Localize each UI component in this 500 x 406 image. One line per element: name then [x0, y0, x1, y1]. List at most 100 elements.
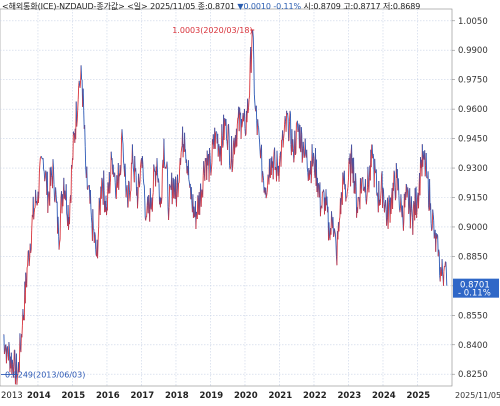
price-segment — [133, 168, 134, 173]
price-segment — [293, 139, 294, 148]
low-value: 0.8689 — [393, 2, 420, 11]
price-segment — [72, 158, 73, 168]
price-segment — [294, 156, 295, 163]
price-segment — [7, 346, 8, 354]
price-segment — [123, 139, 124, 144]
price-segment — [307, 150, 308, 168]
price-segment — [314, 158, 315, 172]
price-segment — [194, 207, 195, 217]
price-segment — [220, 146, 221, 148]
price-segment — [52, 175, 53, 177]
price-segment — [4, 335, 5, 355]
price-segment — [204, 161, 205, 173]
price-segment — [301, 127, 302, 135]
price-segment — [408, 187, 409, 191]
price-segment — [58, 217, 59, 237]
x-tick-label: 2014 — [27, 391, 51, 401]
price-segment — [419, 191, 420, 208]
price-segment — [91, 208, 92, 217]
y-tick-label: 0.9000 — [458, 223, 488, 233]
change-value: ▼0.0010 — [237, 2, 270, 11]
price-segment — [399, 195, 400, 208]
price-segment — [39, 172, 40, 195]
price-segment — [339, 220, 340, 231]
price-segment — [216, 131, 217, 132]
price-segment — [281, 140, 282, 167]
price-segment — [312, 144, 313, 166]
price-segment — [347, 191, 348, 197]
price-segment — [127, 185, 128, 207]
price-segment — [20, 333, 21, 349]
price-segment — [381, 191, 382, 199]
price-segment — [232, 169, 233, 172]
price-segment — [211, 163, 212, 170]
price-segment — [248, 107, 249, 113]
price-segment — [362, 178, 363, 179]
max-annotation: 1.0003(2020/03/18) — [172, 26, 252, 35]
current-change-label: - 0.11% — [458, 289, 491, 299]
price-segment — [320, 207, 321, 216]
price-segment — [356, 173, 357, 186]
price-segment — [115, 183, 116, 198]
price-segment — [98, 238, 99, 258]
x-tick-label: 2013 — [1, 391, 23, 401]
x-tick-label: 2015 — [61, 391, 85, 401]
x-tick-label: 2018 — [165, 391, 189, 401]
price-segment — [386, 200, 387, 209]
price-segment — [117, 181, 118, 188]
price-segment — [147, 205, 148, 217]
x-tick-label: 2024 — [372, 391, 396, 401]
price-segment — [108, 182, 109, 190]
price-segment — [425, 166, 426, 177]
price-segment — [38, 195, 39, 203]
price-segment — [263, 171, 264, 175]
price-segment — [333, 217, 334, 237]
price-segment — [445, 262, 446, 267]
price-segment — [91, 217, 92, 223]
price-segment — [351, 153, 352, 187]
price-segment — [101, 178, 102, 199]
price-segment — [172, 189, 173, 204]
price-segment — [433, 210, 434, 215]
price-segment — [391, 198, 392, 214]
price-segment — [290, 111, 291, 114]
price-segment — [42, 158, 43, 159]
price-segment — [181, 153, 182, 165]
price-segment — [401, 194, 402, 209]
price-segment — [334, 228, 335, 231]
price-segment — [32, 215, 33, 231]
change-pct: -0.11% — [273, 2, 301, 11]
price-segment — [154, 165, 155, 168]
price-segment — [44, 169, 45, 172]
price-segment — [189, 179, 190, 182]
price-segment — [78, 86, 79, 100]
price-segment — [130, 192, 131, 201]
price-segment — [126, 189, 127, 198]
price-segment — [335, 231, 336, 234]
price-segment — [296, 123, 297, 124]
price-segment — [102, 178, 103, 180]
price-segment — [56, 195, 57, 203]
price-segment — [289, 122, 290, 141]
price-segment — [251, 49, 252, 73]
price-segment — [324, 190, 325, 193]
price-segment — [433, 214, 434, 221]
y-tick-label: 0.9750 — [458, 76, 488, 86]
price-segment — [367, 188, 368, 198]
price-segment — [27, 266, 28, 267]
price-segment — [305, 139, 306, 155]
price-segment — [99, 198, 100, 203]
price-segment — [48, 198, 49, 213]
price-segment — [343, 173, 344, 178]
price-segment — [322, 192, 323, 209]
price-segment — [167, 162, 168, 172]
price-segment — [359, 197, 360, 203]
price-segment — [406, 184, 407, 200]
price-segment — [441, 267, 442, 272]
price-segment — [14, 350, 15, 366]
price-segment — [213, 134, 214, 149]
price-segment — [203, 176, 204, 198]
price-segment — [410, 213, 411, 229]
